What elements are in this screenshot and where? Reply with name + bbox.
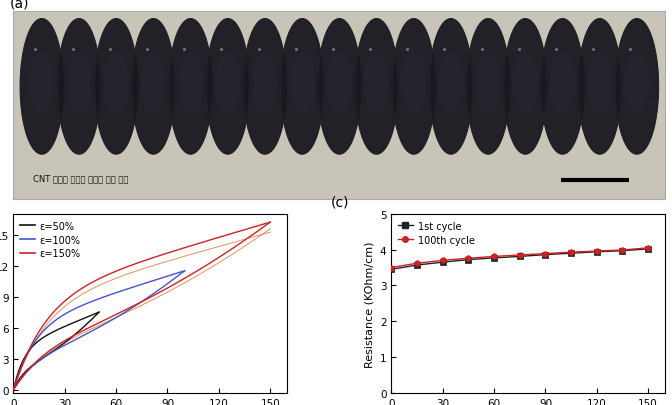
Polygon shape [355,20,398,155]
Polygon shape [466,20,509,155]
Point [513,47,524,53]
Point [365,47,376,53]
Polygon shape [616,20,659,155]
Polygon shape [253,53,277,114]
Point [104,47,115,53]
Polygon shape [439,53,463,114]
Point [439,47,450,53]
Polygon shape [290,53,314,114]
Polygon shape [504,20,547,155]
Point [625,47,636,53]
Point [216,47,226,53]
Polygon shape [402,53,425,114]
Polygon shape [392,20,435,155]
Polygon shape [588,53,612,114]
Point [30,47,41,53]
Legend: 1st cycle, 100th cycle: 1st cycle, 100th cycle [396,219,476,247]
Polygon shape [142,53,165,114]
Point [142,47,153,53]
Text: CNT 코팅된 나일론 신축성 섬유 전극: CNT 코팅된 나일론 신축성 섬유 전극 [33,174,128,183]
Polygon shape [476,53,500,114]
Polygon shape [365,53,388,114]
Text: (a): (a) [10,0,30,10]
Polygon shape [169,20,212,155]
Polygon shape [541,20,584,155]
Polygon shape [513,53,537,114]
Polygon shape [625,53,648,114]
Polygon shape [179,53,202,114]
Polygon shape [550,53,575,114]
Point [476,47,487,53]
Y-axis label: Resistance (KOhm/cm): Resistance (KOhm/cm) [364,241,374,367]
Polygon shape [57,20,101,155]
Point [550,47,561,53]
Polygon shape [281,20,324,155]
Polygon shape [30,53,54,114]
Polygon shape [20,20,63,155]
Polygon shape [578,20,622,155]
Point [588,47,599,53]
Point [67,47,78,53]
Polygon shape [327,53,351,114]
Point [402,47,413,53]
Point [290,47,301,53]
Legend: ε=50%, ε=100%, ε=150%: ε=50%, ε=100%, ε=150% [18,219,83,261]
Polygon shape [104,53,128,114]
Polygon shape [67,53,91,114]
Polygon shape [132,20,175,155]
Point [253,47,264,53]
Polygon shape [429,20,472,155]
Point [179,47,190,53]
Polygon shape [243,20,286,155]
Polygon shape [95,20,138,155]
Text: (c): (c) [331,195,349,209]
Point [327,47,338,53]
Polygon shape [318,20,361,155]
Polygon shape [216,53,240,114]
Polygon shape [206,20,249,155]
